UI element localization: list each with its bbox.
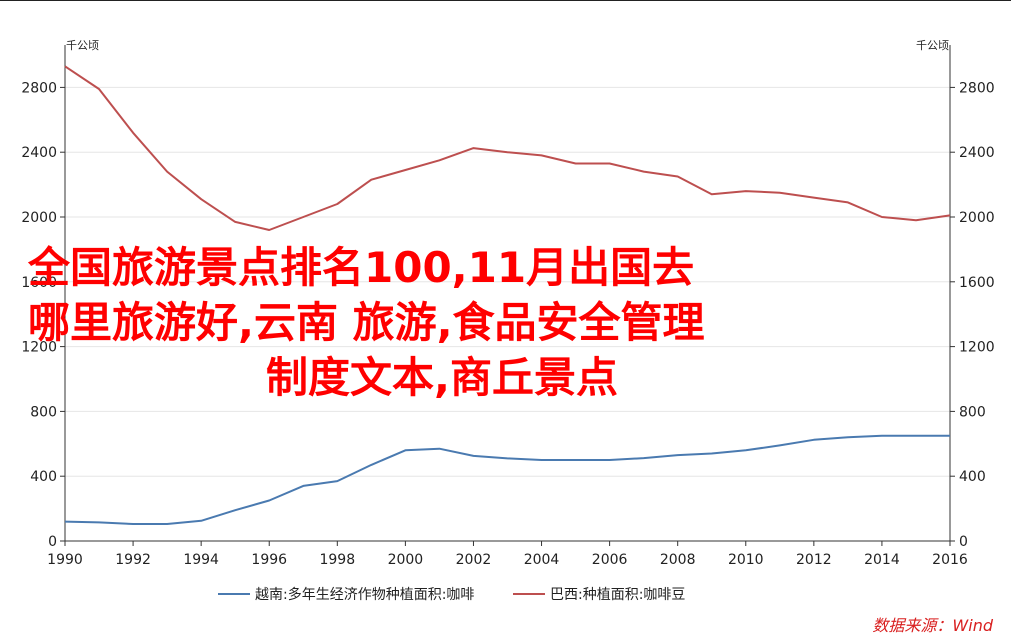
right-tick-label-800: 800: [959, 404, 986, 420]
data-source-note: 数据来源：Wind: [872, 616, 993, 635]
x-tick-label-1992: 1992: [115, 552, 151, 568]
legend-label-1: 越南:多年生经济作物种植面积:咖啡: [255, 586, 474, 603]
right-tick-label-2000: 2000: [959, 210, 995, 226]
x-tick-label-2006: 2006: [592, 552, 628, 568]
x-tick-label-1994: 1994: [183, 552, 219, 568]
x-tick-label-1998: 1998: [319, 552, 355, 568]
right-tick-label-400: 400: [959, 469, 986, 485]
right-tick-label-1600: 1600: [959, 275, 995, 291]
overlay-line-2: 哪里旅游好,云南 旅游,食品安全管理: [28, 298, 705, 347]
x-tick-label-2004: 2004: [524, 552, 560, 568]
left-tick-label-2400: 2400: [21, 145, 57, 161]
x-tick-label-2010: 2010: [728, 552, 764, 568]
x-tick-label-1990: 1990: [47, 552, 83, 568]
x-tick-label-2012: 2012: [796, 552, 832, 568]
left-tick-label-800: 800: [30, 404, 57, 420]
x-tick-label-1996: 1996: [251, 552, 287, 568]
legend-label-2: 巴西:种植面积:咖啡豆: [550, 587, 685, 603]
top-border: [0, 0, 1011, 1]
right-axis-unit: 千公顷: [916, 39, 949, 52]
left-tick-label-2800: 2800: [21, 80, 57, 96]
x-tick-label-2008: 2008: [660, 552, 696, 568]
left-tick-label-2000: 2000: [21, 210, 57, 226]
overlay-line-3: 制度文本,商丘景点: [266, 353, 618, 402]
left-tick-label-1600: 1600: [21, 275, 57, 291]
series-line-1: [64, 434, 950, 525]
left-tick-label-1200: 1200: [21, 340, 57, 356]
right-tick-label-0: 0: [959, 534, 968, 550]
left-axis-unit: 千公顷: [66, 39, 99, 52]
right-tick-label-2800: 2800: [959, 80, 995, 96]
x-tick-label-2014: 2014: [864, 552, 900, 568]
x-tick-label-2000: 2000: [388, 552, 424, 568]
right-tick-label-1200: 1200: [959, 340, 995, 356]
x-tick-label-2002: 2002: [456, 552, 492, 568]
overlay-line-1: 全国旅游景点排名100,11月出国去: [28, 243, 695, 292]
left-tick-label-0: 0: [48, 534, 57, 550]
series-line-2: [64, 65, 951, 231]
left-tick-label-400: 400: [30, 469, 57, 485]
x-tick-label-2016: 2016: [932, 552, 968, 568]
right-tick-label-2400: 2400: [959, 145, 995, 161]
